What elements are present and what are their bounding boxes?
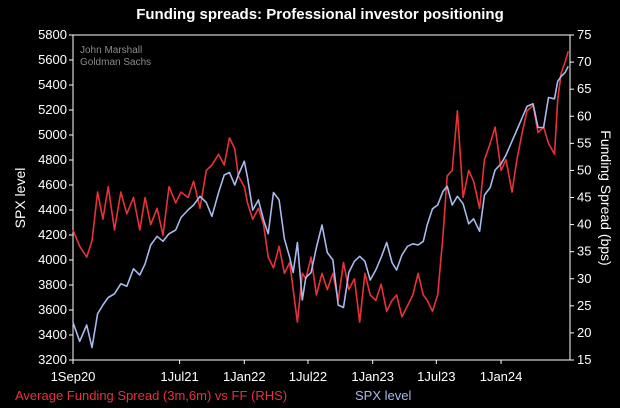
- x-tick-label: 1Jan24: [480, 369, 523, 384]
- right-tick-label: 20: [577, 325, 591, 340]
- left-tick-label: 4200: [38, 227, 67, 242]
- left-tick-label: 5800: [38, 27, 67, 42]
- x-tick-label: 1Jul23: [417, 369, 455, 384]
- left-axis-ticks: 3200 3400 3600 3800 4000 4200 4400 4600 4800 5000…: [38, 27, 73, 367]
- right-axis-ticks: 15 20 25 30 35 40 45 50 55 60 65 70 75: [570, 27, 591, 367]
- left-tick-label: 5400: [38, 77, 67, 92]
- left-tick-label: 4000: [38, 252, 67, 267]
- left-tick-label: 3400: [38, 327, 67, 342]
- plot-area: [72, 34, 571, 361]
- left-tick-label: 3200: [38, 352, 67, 367]
- credit-line-2: Goldman Sachs: [80, 57, 151, 68]
- right-tick-label: 40: [577, 217, 591, 232]
- credit-line-1: John Marshall: [80, 45, 142, 56]
- x-axis-ticks: 1Sep20 1Jul21 1Jan22 1Jul22 1Jan23 1Jul23 1Jan…: [51, 360, 523, 384]
- x-tick-label: 1Jul22: [289, 369, 327, 384]
- left-tick-label: 5200: [38, 102, 67, 117]
- left-tick-label: 4800: [38, 152, 67, 167]
- right-tick-label: 55: [577, 135, 591, 150]
- x-tick-label: 1Jan22: [223, 369, 266, 384]
- legend-funding-spread: Average Funding Spread (3m,6m) vs FF (RH…: [15, 388, 287, 403]
- right-tick-label: 15: [577, 352, 591, 367]
- right-tick-label: 30: [577, 271, 591, 286]
- left-tick-label: 5000: [38, 127, 67, 142]
- left-tick-label: 4600: [38, 177, 67, 192]
- right-tick-label: 45: [577, 190, 591, 205]
- left-tick-label: 3800: [38, 277, 67, 292]
- x-tick-label: 1Jul21: [160, 369, 198, 384]
- chart-title: Funding spreads: Professional investor p…: [136, 6, 504, 23]
- x-tick-label: 1Sep20: [51, 369, 96, 384]
- right-tick-label: 60: [577, 108, 591, 123]
- y-axis-right-label: Funding Spread (bps): [598, 130, 614, 265]
- plot-border: [72, 34, 571, 361]
- x-tick-label: 1Jan23: [351, 369, 394, 384]
- series-line-spx-level: [72, 65, 569, 349]
- y-axis-left-label: SPX level: [12, 168, 28, 229]
- right-tick-label: 75: [577, 27, 591, 42]
- left-tick-label: 5600: [38, 52, 67, 67]
- right-tick-label: 35: [577, 244, 591, 259]
- legend-spx-level: SPX level: [355, 388, 411, 403]
- right-tick-label: 65: [577, 81, 591, 96]
- right-tick-label: 25: [577, 298, 591, 313]
- left-tick-label: 3600: [38, 302, 67, 317]
- right-tick-label: 70: [577, 54, 591, 69]
- left-tick-label: 4400: [38, 202, 67, 217]
- right-tick-label: 50: [577, 162, 591, 177]
- series-line-funding-spread: [72, 51, 569, 323]
